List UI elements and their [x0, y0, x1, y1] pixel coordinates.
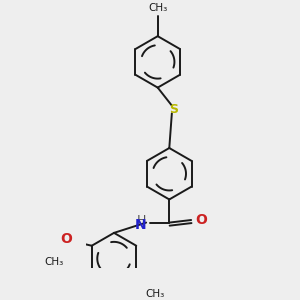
Text: CH₃: CH₃ [148, 3, 167, 13]
Text: CH₃: CH₃ [145, 290, 164, 299]
Text: S: S [169, 103, 178, 116]
Text: O: O [61, 232, 73, 246]
Text: N: N [134, 218, 146, 232]
Text: O: O [195, 213, 207, 227]
Text: CH₃: CH₃ [44, 257, 64, 267]
Text: H: H [137, 214, 146, 227]
